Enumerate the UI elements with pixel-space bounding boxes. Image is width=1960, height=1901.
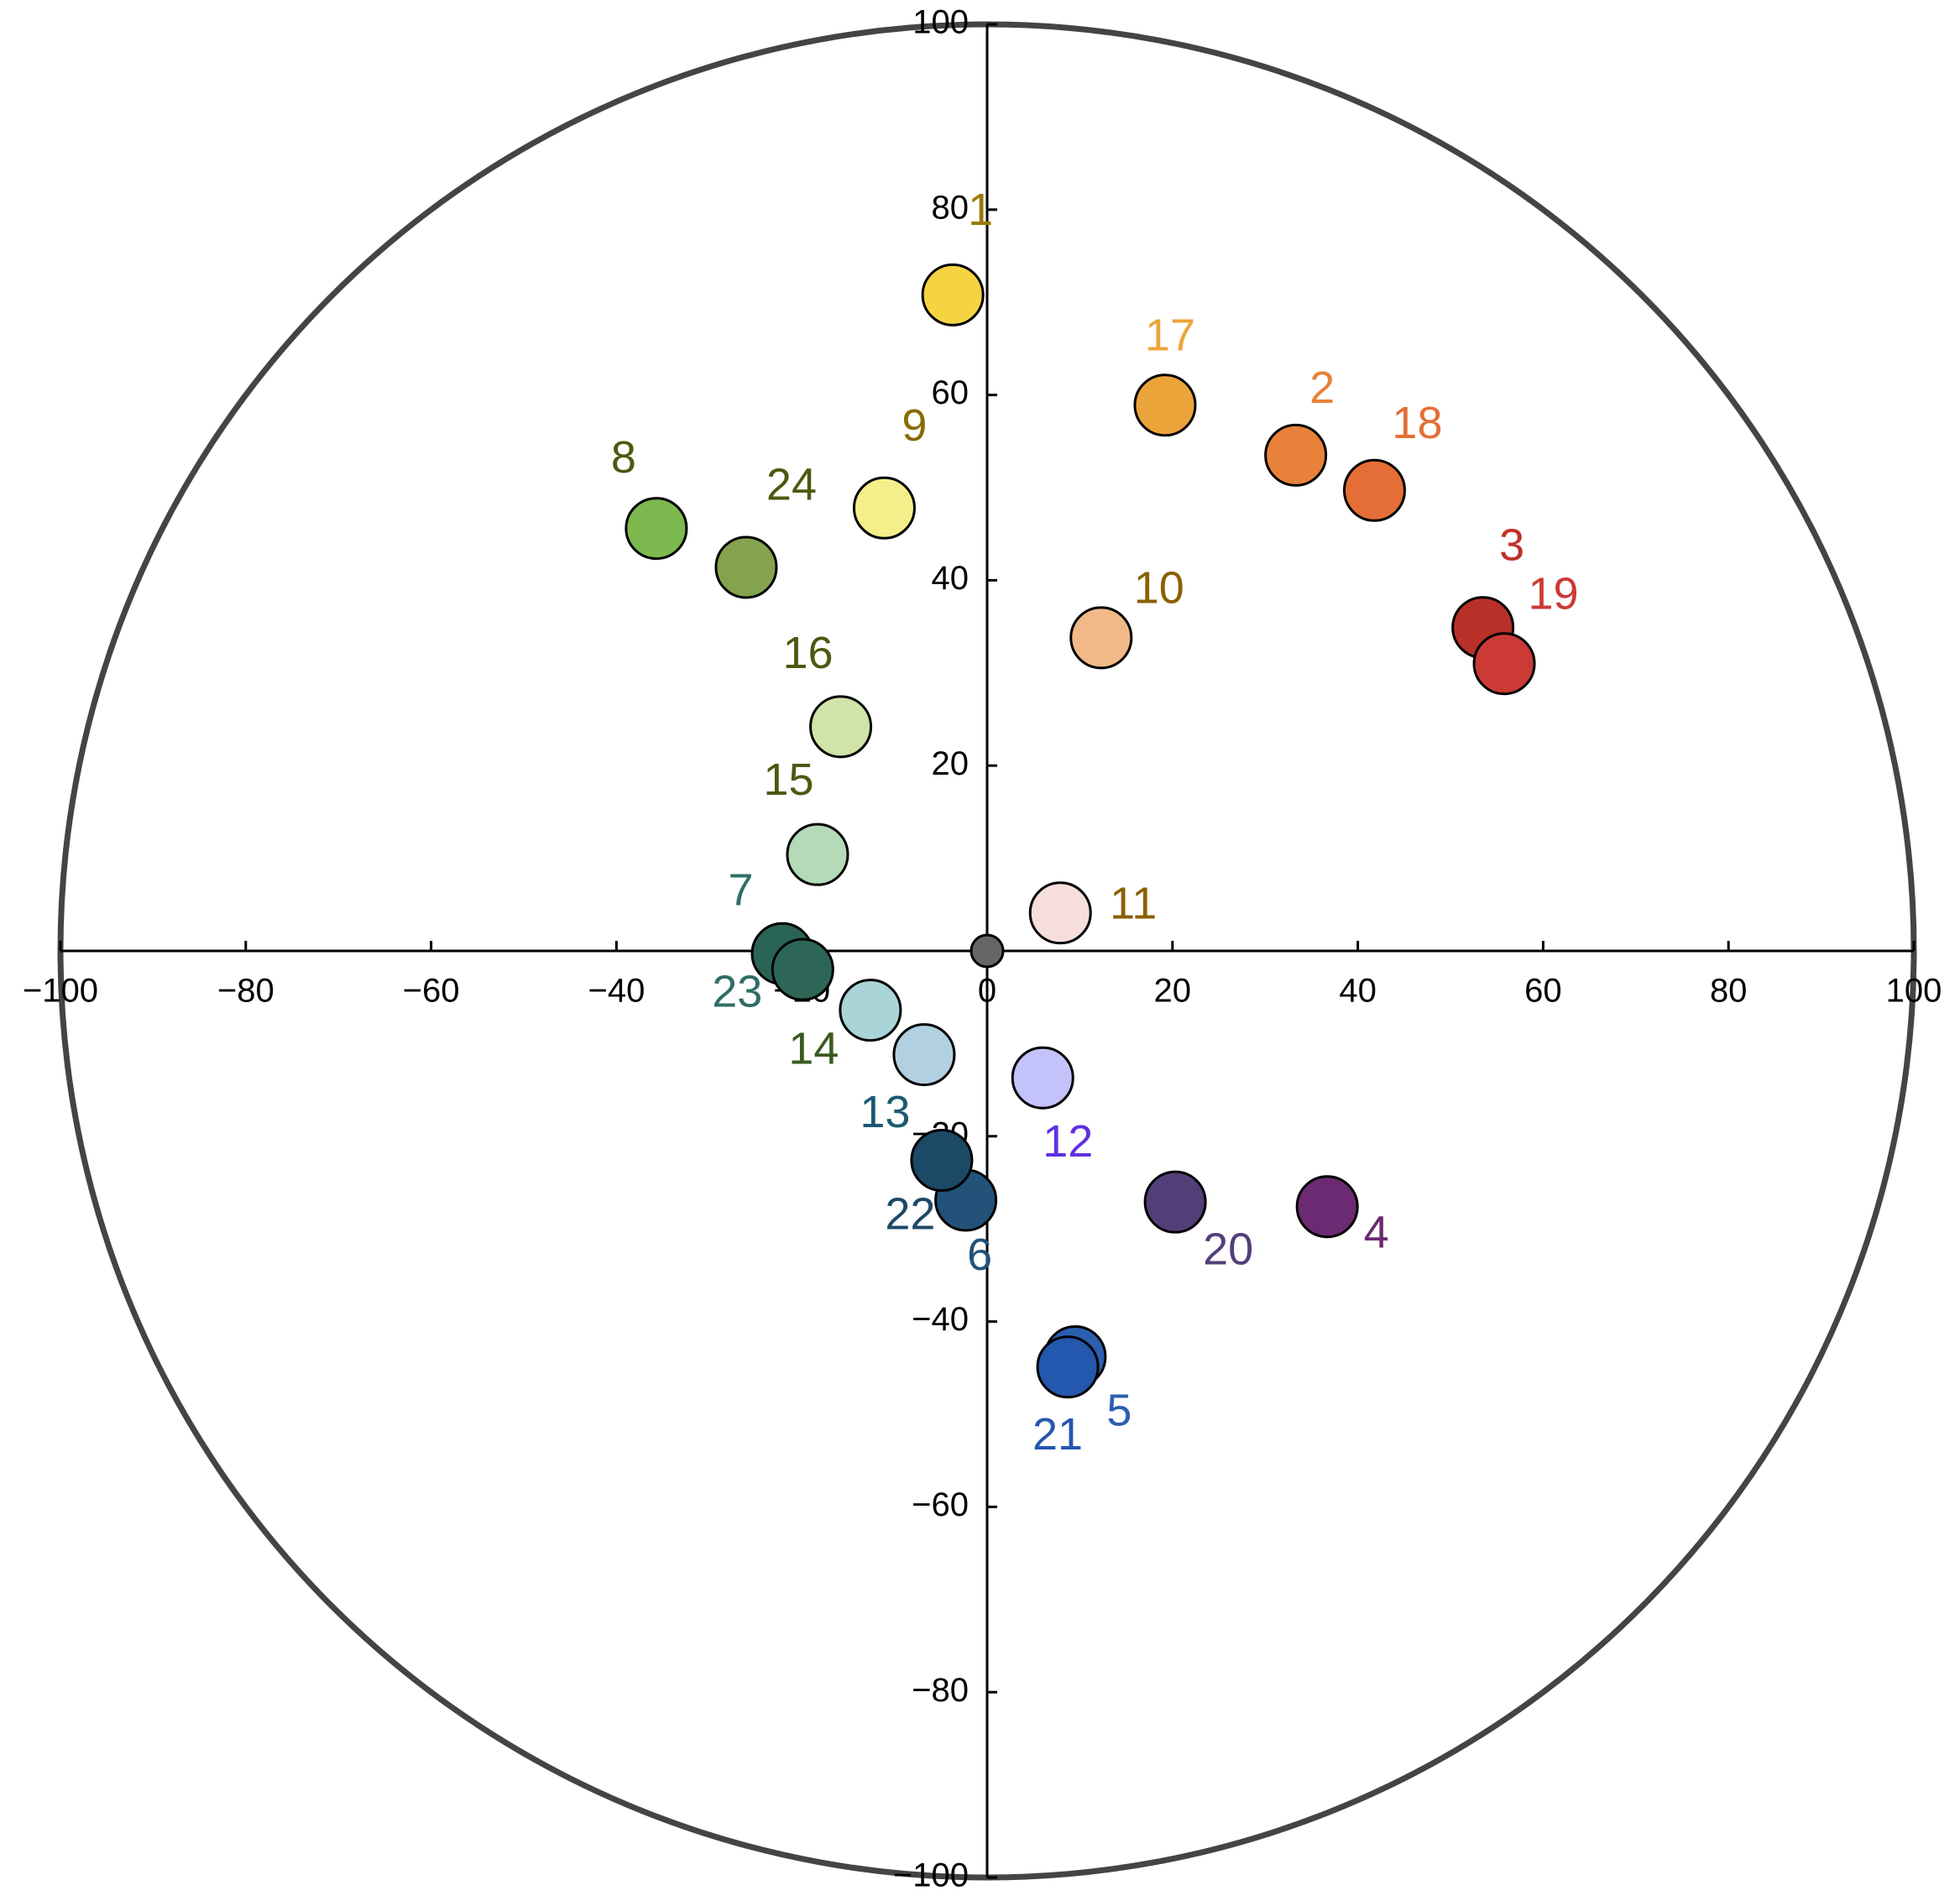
x-tick-label: −40 xyxy=(588,973,645,1010)
point xyxy=(809,695,873,759)
point-label: 24 xyxy=(766,460,817,510)
point xyxy=(1036,1335,1100,1399)
point xyxy=(771,937,834,1001)
x-tick-label: 40 xyxy=(1339,973,1377,1010)
x-tick-label: −100 xyxy=(23,973,98,1010)
origin-marker xyxy=(970,933,1005,969)
point xyxy=(892,1023,956,1087)
point-label: 19 xyxy=(1528,569,1578,619)
y-tick-label: −100 xyxy=(893,1857,969,1894)
point-label: 14 xyxy=(788,1023,839,1073)
point-label: 6 xyxy=(967,1230,992,1280)
x-tick-label: 0 xyxy=(978,973,996,1010)
point-label: 3 xyxy=(1499,520,1524,570)
point xyxy=(1133,373,1197,437)
point-label: 16 xyxy=(783,628,834,678)
point-label: 9 xyxy=(902,400,927,451)
point xyxy=(910,1129,974,1193)
x-tick-label: 80 xyxy=(1710,973,1748,1010)
point-label: 22 xyxy=(885,1188,935,1239)
point-label: 4 xyxy=(1364,1207,1389,1257)
point-label: 8 xyxy=(611,432,636,483)
point-label: 23 xyxy=(712,966,762,1016)
point xyxy=(625,497,688,561)
y-tick-label: 60 xyxy=(932,374,970,411)
point xyxy=(1011,1046,1074,1110)
point-label: 17 xyxy=(1145,311,1195,361)
x-tick-label: 20 xyxy=(1154,973,1192,1010)
point xyxy=(1143,1170,1207,1234)
x-tick-label: 100 xyxy=(1886,973,1942,1010)
point-label: 1 xyxy=(968,185,993,235)
point xyxy=(1028,881,1092,945)
y-tick-label: 40 xyxy=(932,560,970,597)
x-tick-label: −60 xyxy=(403,973,460,1010)
point xyxy=(839,979,902,1042)
point xyxy=(852,476,916,540)
point xyxy=(1264,423,1328,487)
point xyxy=(921,263,985,326)
point-label: 18 xyxy=(1392,398,1442,448)
point-label: 7 xyxy=(728,865,753,916)
point-label: 11 xyxy=(1110,879,1157,929)
y-tick-label: −40 xyxy=(912,1301,969,1338)
point-label: 10 xyxy=(1134,563,1184,614)
point xyxy=(714,535,778,599)
point xyxy=(1342,458,1406,522)
point-label: 15 xyxy=(763,755,813,805)
point xyxy=(1295,1175,1359,1239)
point-label: 12 xyxy=(1043,1116,1093,1167)
y-tick-label: −60 xyxy=(912,1486,969,1523)
point-label: 5 xyxy=(1106,1385,1132,1435)
point xyxy=(786,823,849,886)
point-label: 13 xyxy=(860,1087,910,1137)
x-tick-label: −80 xyxy=(217,973,274,1010)
point-label: 2 xyxy=(1309,363,1335,413)
point xyxy=(1472,632,1536,696)
point xyxy=(1069,606,1133,670)
y-tick-label: 80 xyxy=(932,189,970,226)
y-tick-label: −80 xyxy=(912,1672,969,1709)
x-tick-label: 60 xyxy=(1524,973,1562,1010)
point-label: 21 xyxy=(1032,1409,1083,1460)
point-label: 20 xyxy=(1203,1224,1253,1274)
y-tick-label: 100 xyxy=(912,4,969,41)
y-tick-label: 20 xyxy=(932,745,970,782)
